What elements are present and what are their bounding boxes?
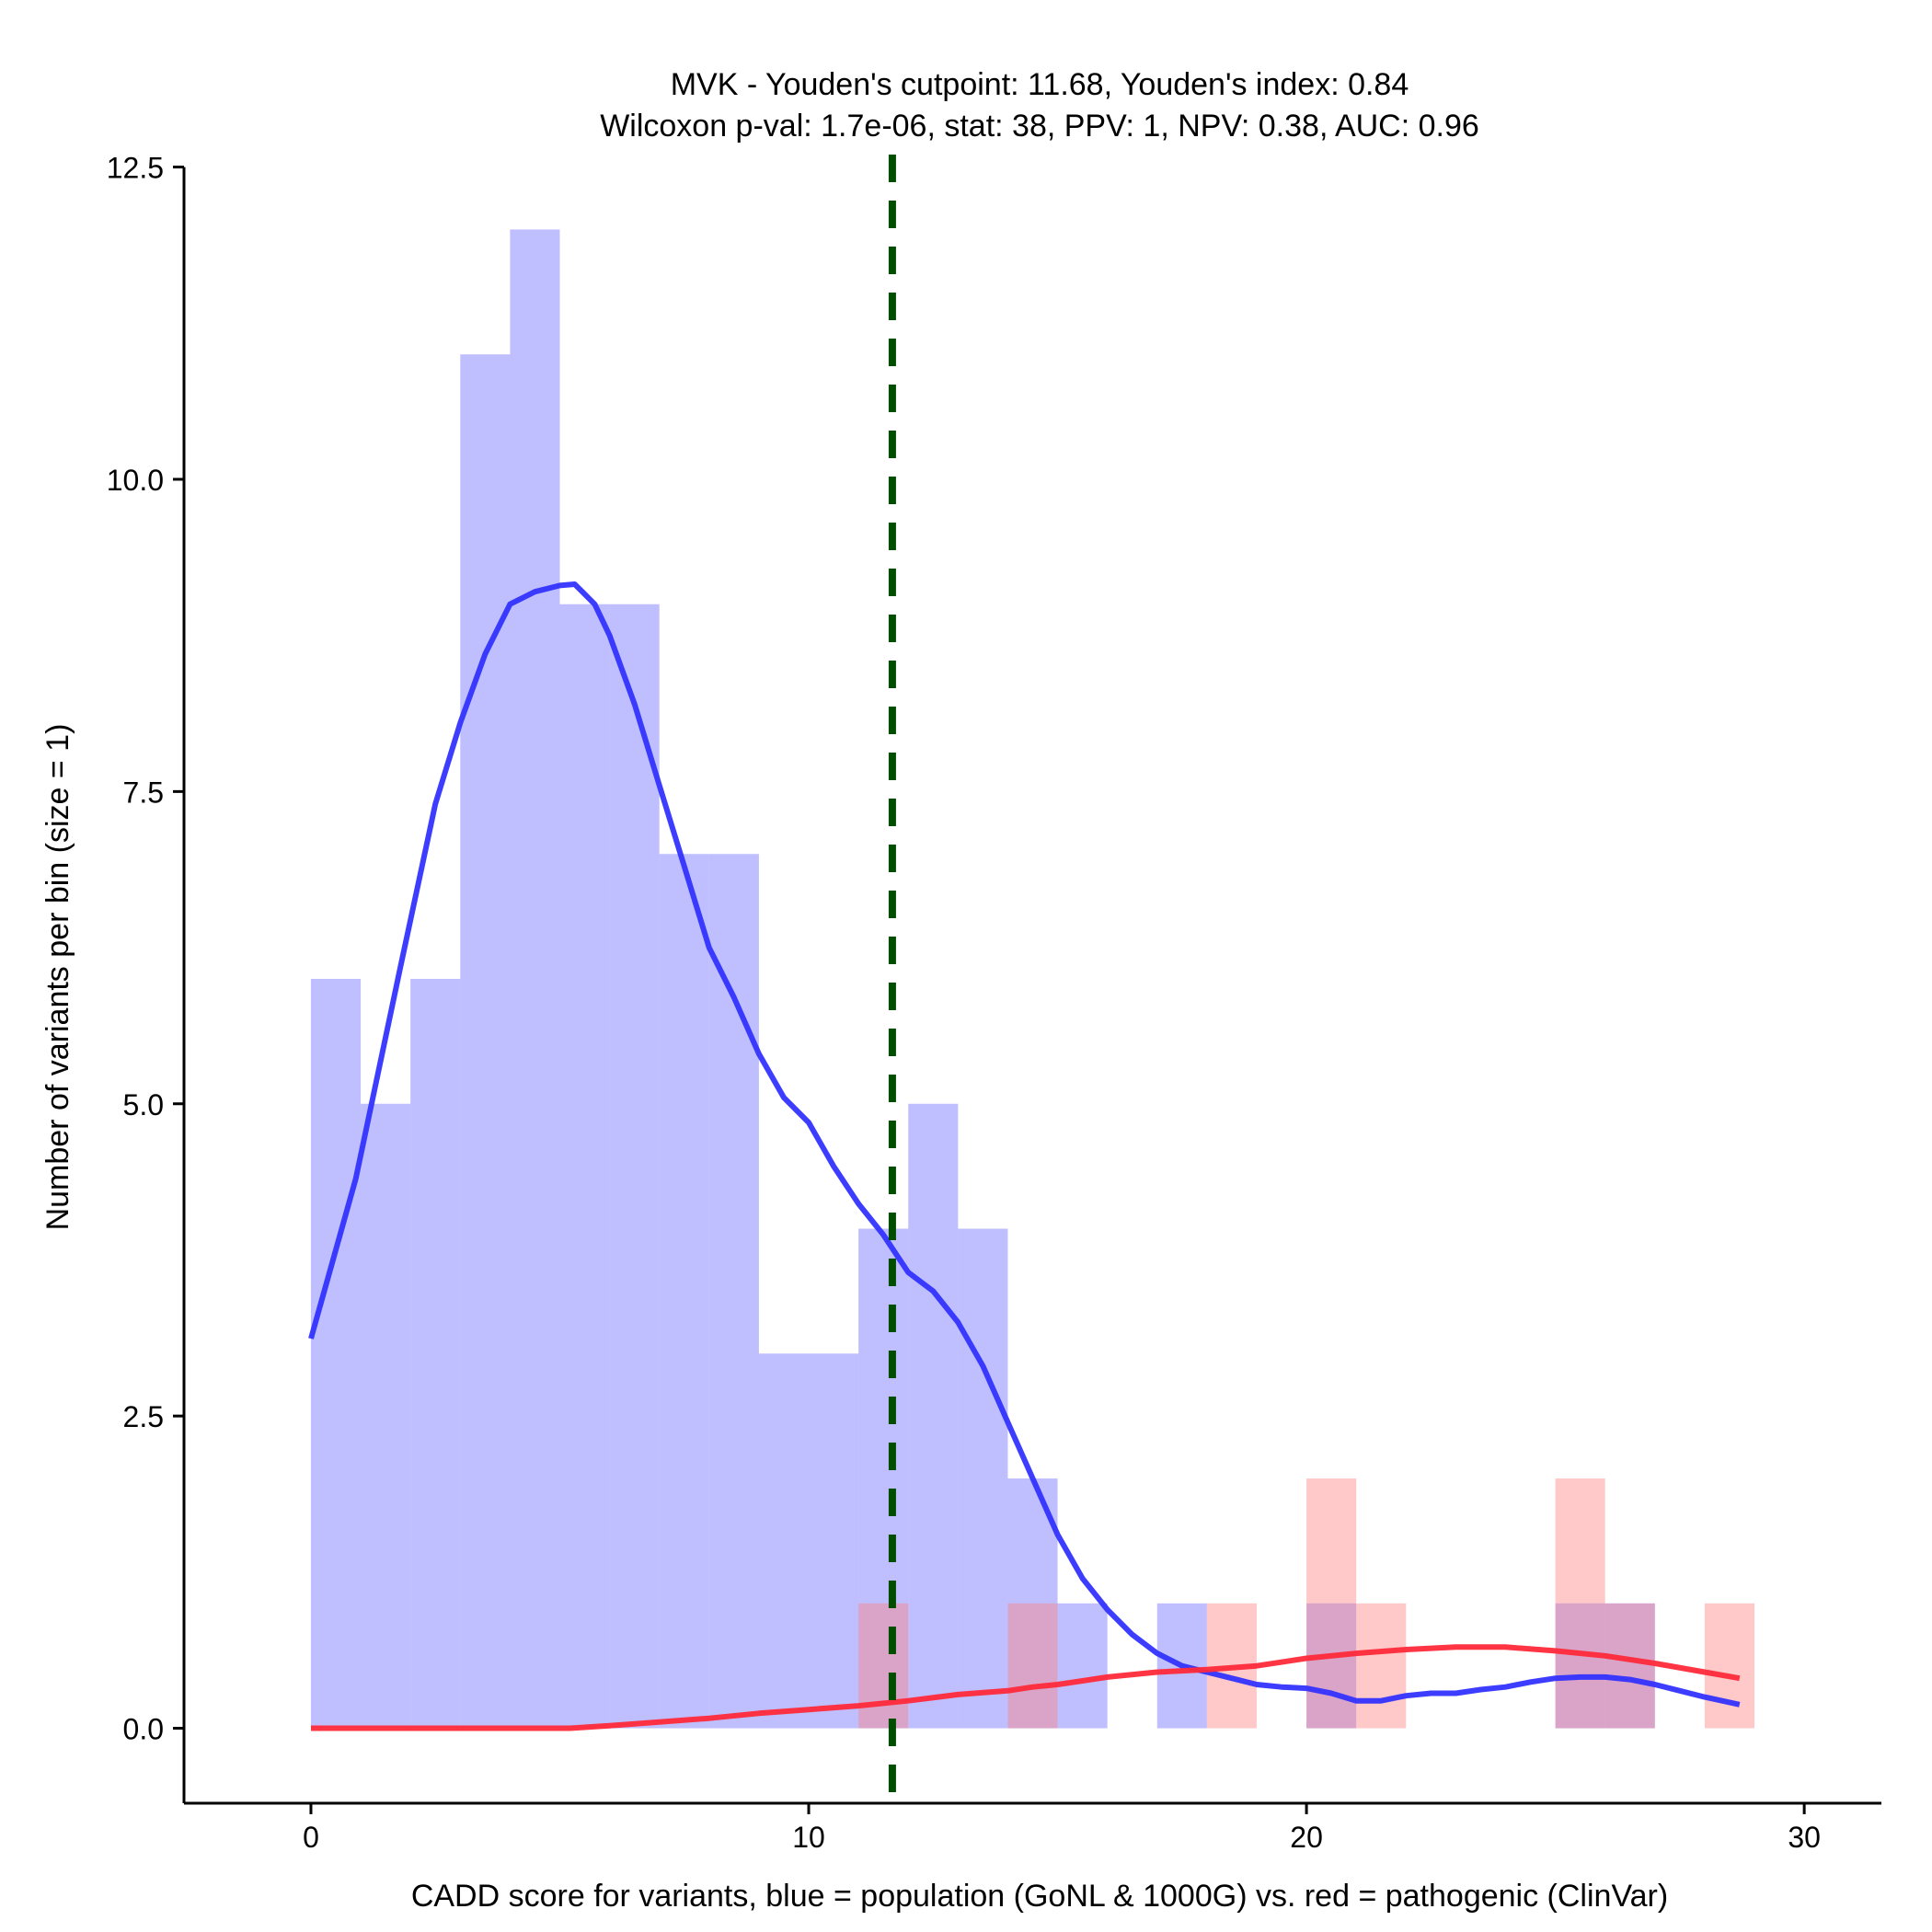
population-bar: [1306, 1603, 1357, 1729]
population-bar: [559, 604, 610, 1729]
population-bar: [460, 354, 511, 1729]
pathogenic-bar: [1555, 1478, 1605, 1729]
x-tick-label: 10: [792, 1821, 825, 1854]
y-tick-label: 10.0: [107, 464, 164, 497]
population-bar: [1057, 1603, 1108, 1729]
density-curves: [308, 581, 1741, 1731]
pathogenic-bar: [858, 1603, 909, 1729]
population-bar: [809, 1353, 859, 1729]
y-axis-label: Number of variants per bin (size = 1): [40, 724, 75, 1231]
population-bar: [1604, 1603, 1655, 1729]
population-bar: [310, 979, 362, 1729]
x-tick-label: 30: [1788, 1821, 1821, 1854]
histogram-bars: [310, 229, 1755, 1729]
population-bar: [510, 229, 560, 1729]
population-bar: [659, 854, 709, 1729]
y-tick-label: 5.0: [123, 1088, 164, 1121]
population-bar: [410, 979, 461, 1729]
pathogenic-bar: [1604, 1603, 1655, 1729]
population-bar: [609, 604, 660, 1729]
y-tick-label: 7.5: [123, 776, 164, 809]
axes: [182, 167, 1881, 1805]
ticks: 0.0 2.5 5.0 7.5 10.0 12.5 0 10 20 30: [107, 152, 1821, 1854]
population-bar: [1555, 1603, 1605, 1729]
x-tick-label: 0: [303, 1821, 319, 1854]
y-tick-label: 0.0: [123, 1713, 164, 1746]
population-bar: [858, 1228, 909, 1729]
chart-title-line-2: Wilcoxon p-val: 1.7e-06, stat: 38, PPV: …: [600, 109, 1479, 144]
pathogenic-bar: [1704, 1603, 1755, 1729]
chart-title-line-1: MVK - Youden's cutpoint: 11.68, Youden's…: [671, 67, 1409, 102]
x-axis-label: CADD score for variants, blue = populati…: [411, 1879, 1668, 1914]
population-bar: [908, 1103, 959, 1729]
y-tick-label: 2.5: [123, 1400, 164, 1433]
population-bar: [958, 1228, 1008, 1729]
y-tick-label: 12.5: [107, 152, 164, 185]
population-bar: [361, 1103, 411, 1729]
pathogenic-bar: [1007, 1603, 1058, 1729]
population-density-line: [308, 581, 1741, 1708]
pathogenic-bar: [1306, 1478, 1357, 1729]
pathogenic-bar: [1356, 1603, 1407, 1729]
x-tick-label: 20: [1290, 1821, 1323, 1854]
population-bar: [708, 854, 759, 1729]
pathogenic-density-line: [311, 1644, 1741, 1731]
population-bar: [758, 1353, 810, 1729]
